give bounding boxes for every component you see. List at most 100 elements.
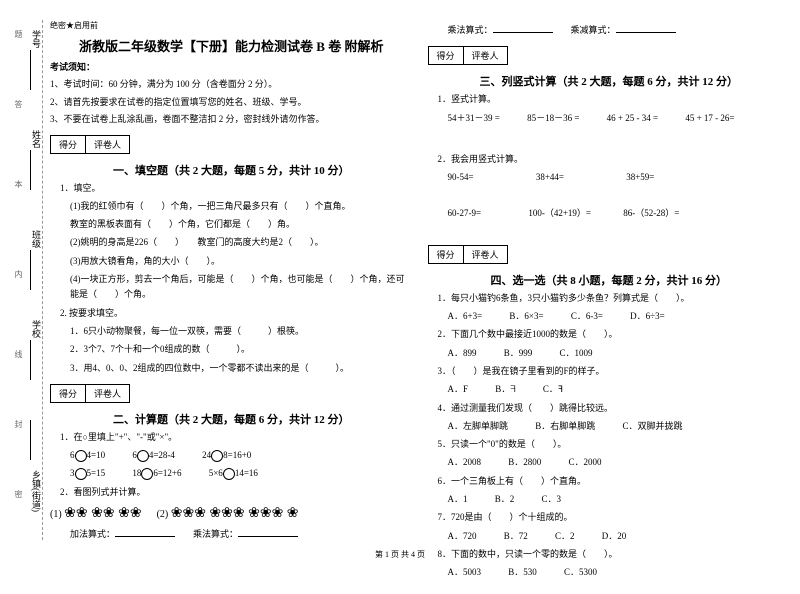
question-item: (2)姚明的身高是226（ ） 教室门的高度大约是2（ ）。 [70, 235, 413, 250]
side-line [30, 250, 31, 290]
dashed-fold-line [42, 20, 43, 540]
mc-options: A．899 B．999 C．1009 [448, 346, 791, 361]
figure-label: (1) [50, 509, 62, 520]
opt: D．20 [602, 529, 627, 544]
score-box: 得分 评卷人 [428, 46, 508, 65]
opt: A．左脚单脚跳 [448, 419, 509, 434]
opt: B．ᖷ [495, 382, 515, 397]
page-content: 绝密★启用前 浙教版二年级数学【下册】能力检测试卷 B 卷 附解析 考试须知： … [0, 0, 800, 594]
expr: 186=12+6 [132, 466, 181, 481]
section-title: 二、计算题（共 2 大题，每题 6 分，共计 12 分） [50, 411, 413, 427]
expr: 86-（52-28）= [623, 206, 679, 221]
question-item: (4)一块正方形，剪去一个角后，可能是（ ）个角，也可能是（ ）个角，还可能是（… [70, 272, 413, 303]
answer-line: 加法算式： 乘法算式： [70, 527, 413, 542]
expr: 46 + 25 - 34 = [607, 111, 658, 126]
grader-label: 评卷人 [86, 136, 129, 153]
expr: 248=16+0 [202, 448, 251, 463]
dotted-char: 答 [13, 100, 24, 123]
opt: C．6-3= [571, 309, 603, 324]
figure-row: (1) ❀❀ ❀❀ ❀❀ (2) ❀❀❀ ❀❀❀ ❀❀❀ ❀ [50, 505, 413, 522]
notice-item: 3、不要在试卷上乱涂乱画，卷面不整洁扣 2 分，密封线外请勿作答。 [50, 112, 413, 126]
opt: B．右脚单脚跳 [535, 419, 595, 434]
expr: 5×614=16 [209, 466, 258, 481]
label: 乘减算式： [571, 25, 616, 35]
expr: 38+59= [626, 170, 654, 185]
grader-label: 评卷人 [86, 385, 129, 402]
opt: C．2000 [569, 455, 602, 470]
opt: B．72 [504, 529, 528, 544]
opt: B．530 [508, 565, 537, 580]
opt: C．双脚并拢跳 [623, 419, 683, 434]
opt: C．3 [542, 492, 562, 507]
side-line [30, 340, 31, 380]
notice-title: 考试须知： [50, 60, 413, 74]
opt: B．999 [504, 346, 533, 361]
expr-row: 90-54= 38+44= 38+59= [448, 170, 791, 185]
opt: B．2 [495, 492, 515, 507]
paper-title: 浙教版二年级数学【下册】能力检测试卷 B 卷 附解析 [50, 36, 413, 55]
question-item: (1)我的红领巾有（ ）个角，一把三角尺最多只有（ ）个直角。 [70, 199, 413, 214]
dotted-char: 密 [13, 490, 24, 513]
flower-icon: ❀❀❀ ❀❀❀ ❀❀❀ ❀ [171, 505, 299, 522]
opt: A．6+3= [448, 309, 483, 324]
spacer [428, 188, 791, 203]
mc-question: 5．只读一个"0"的数是（ ）。 [438, 437, 791, 452]
opt: C．ꟻ [543, 382, 563, 397]
question-item: (3)用放大镜看角，角的大小（ ）。 [70, 254, 413, 269]
question: 1．竖式计算。 [438, 92, 791, 107]
expr-row: 35=15 186=12+6 5×614=16 [70, 466, 413, 481]
notice-item: 2、请首先按要求在试卷的指定位置填写您的姓名、班级、学号。 [50, 95, 413, 109]
dotted-char: 本 [13, 180, 24, 203]
score-label: 得分 [51, 385, 86, 402]
mc-question: 4．通过测量我们发现（ ）跳得比较远。 [438, 401, 791, 416]
opt: A．720 [448, 529, 477, 544]
mc-options: A．左脚单脚跳 B．右脚单脚跳 C．双脚并拢跳 [448, 419, 791, 434]
section-title: 三、列竖式计算（共 2 大题，每题 6 分，共计 12 分） [428, 73, 791, 89]
binding-sidebar: 学号 姓名 班级 学校 乡镇(街道) 题 答 本 内 线 封 密 [5, 20, 45, 520]
expr: 38+44= [536, 170, 564, 185]
question-item: 教室的黑板表面有（ ）个角，它们都是（ ）角。 [70, 217, 413, 232]
side-line [30, 420, 31, 460]
opt: A．5003 [448, 565, 482, 580]
figure-label: (2) [157, 509, 169, 520]
opt: B．6×3= [509, 309, 543, 324]
circle-blank [211, 450, 223, 462]
question: 1．填空。 [60, 181, 413, 196]
score-box: 得分 评卷人 [50, 384, 130, 403]
label: 加法算式： [70, 529, 115, 539]
blank-line [493, 23, 553, 33]
question: 2．看图列式并计算。 [60, 485, 413, 500]
score-label: 得分 [51, 136, 86, 153]
question-item: 2．3个7、7个十和一个0组成的数（ ）。 [70, 342, 413, 357]
mc-question: 6．一个三角板上有（ ）个直角。 [438, 474, 791, 489]
grader-label: 评卷人 [464, 246, 507, 263]
expr: 90-54= [448, 170, 474, 185]
mc-options: A．5003 B．530 C．5300 [448, 565, 791, 580]
dotted-char: 封 [13, 420, 24, 443]
expr-row: 60-27-9= 100-（42+19）= 86-（52-28）= [448, 206, 791, 221]
mc-options: A．2008 B．2800 C．2000 [448, 455, 791, 470]
question: 2. 按要求填空。 [60, 306, 413, 321]
spacer [428, 129, 791, 149]
expr: 54＋31－39 = [448, 111, 500, 126]
mc-question: 2．下面几个数中最接近1000的数是（ ）。 [438, 327, 791, 342]
dotted-char: 题 [13, 30, 24, 53]
question-item: 1．6只小动物聚餐，每一位一双筷，需要（ ）根筷。 [70, 324, 413, 339]
expr: 64=10 [70, 448, 105, 463]
expr: 45 + 17 - 26= [685, 111, 734, 126]
expr-row: 54＋31－39 = 85－18－36 = 46 + 25 - 34 = 45 … [448, 111, 791, 126]
secrecy-tag: 绝密★启用前 [50, 20, 413, 31]
opt: B．2800 [508, 455, 541, 470]
opt: A．2008 [448, 455, 482, 470]
right-column: 乘法算式： 乘减算式： 得分 评卷人 三、列竖式计算（共 2 大题，每题 6 分… [428, 20, 791, 584]
blank-line [115, 527, 175, 537]
mc-question: 7．720是由（ ）个十组成的。 [438, 510, 791, 525]
label: 乘法算式： [193, 529, 238, 539]
circle-blank [137, 450, 149, 462]
blank-line [616, 23, 676, 33]
left-column: 绝密★启用前 浙教版二年级数学【下册】能力检测试卷 B 卷 附解析 考试须知： … [50, 20, 413, 584]
opt: A．1 [448, 492, 468, 507]
expr: 85－18－36 = [527, 111, 579, 126]
mc-options: A．720 B．72 C．2 D．20 [448, 529, 791, 544]
opt: A．F [448, 382, 469, 397]
